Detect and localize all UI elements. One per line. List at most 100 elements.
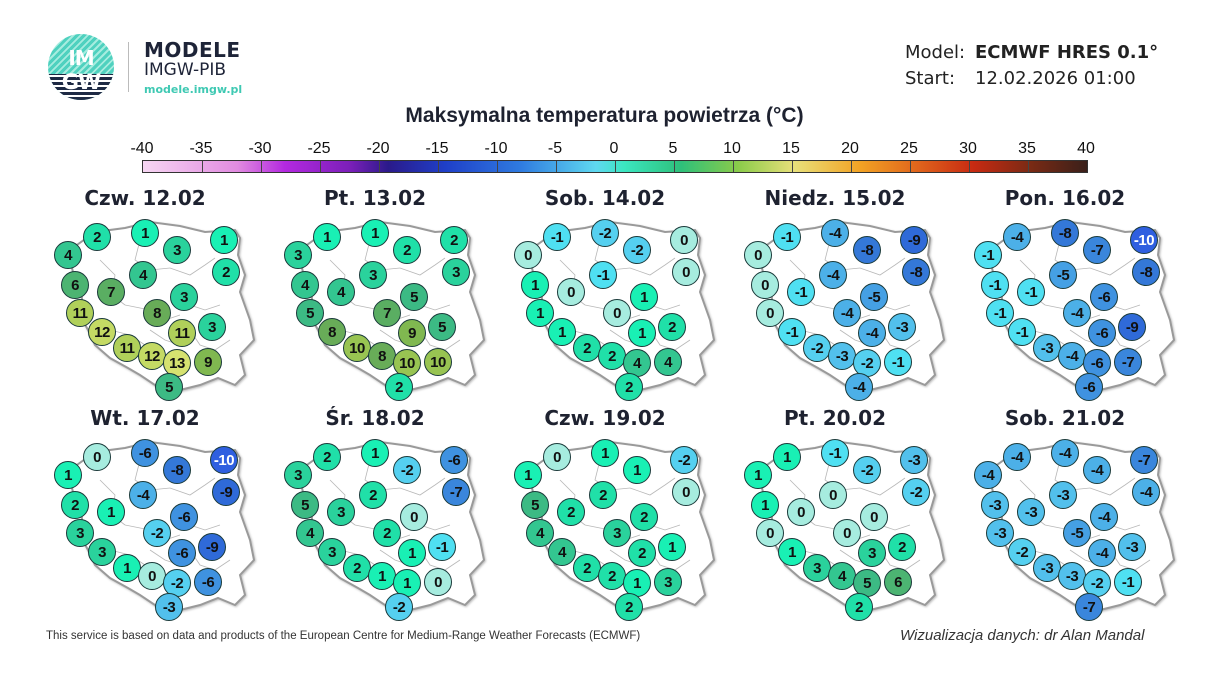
colorbar-tick-label: 30 (959, 140, 977, 157)
station-temperature: 2 (440, 226, 468, 254)
station-temperature: -4 (974, 461, 1002, 489)
station-temperature: 4 (327, 278, 355, 306)
station-temperature: -8 (1132, 258, 1160, 286)
station-temperature: -1 (974, 241, 1002, 269)
station-temperature: 3 (654, 568, 682, 596)
station-temperature: 3 (170, 283, 198, 311)
station-temperature: -7 (1075, 593, 1103, 621)
colorbar-tick-label: 5 (668, 140, 678, 157)
station-temperature: 3 (442, 258, 470, 286)
start-label: Start: (905, 68, 956, 89)
station-temperature: -5 (1063, 519, 1091, 547)
station-temperature: 0 (424, 568, 452, 596)
station-temperature: -3 (986, 519, 1014, 547)
colorbar-tick (438, 161, 439, 172)
station-temperature: 3 (858, 539, 886, 567)
station-temperature: 2 (630, 503, 658, 531)
logo-text-top: IM (68, 46, 94, 70)
station-temperature: -9 (212, 478, 240, 506)
station-temperature: 2 (212, 258, 240, 286)
colorbar-tick-label: -5 (547, 140, 563, 157)
station-temperature: -2 (623, 236, 651, 264)
station-temperature: 1 (630, 283, 658, 311)
station-temperature: 1 (773, 443, 801, 471)
model-value: ECMWF HRES 0.1° (975, 42, 1159, 63)
station-temperature: 0 (751, 271, 779, 299)
station-temperature: 2 (598, 562, 626, 590)
station-temperature: 4 (291, 271, 319, 299)
model-label: Model: (905, 42, 966, 63)
station-temperature: 3 (603, 519, 631, 547)
station-temperature: -1 (981, 271, 1009, 299)
station-temperature: 4 (828, 562, 856, 590)
station-temperature: 3 (198, 313, 226, 341)
station-temperature: 0 (400, 503, 428, 531)
station-temperature: 1 (361, 219, 389, 247)
station-temperature: -1 (1114, 568, 1142, 596)
station-temperature: 9 (194, 348, 222, 376)
logo-text-bottom: GW (61, 70, 101, 94)
station-temperature: -1 (773, 223, 801, 251)
station-temperature: 0 (83, 443, 111, 471)
station-temperature: 3 (284, 461, 312, 489)
station-temperature: -7 (442, 478, 470, 506)
station-temperature: 0 (833, 519, 861, 547)
station-temperature: 3 (66, 519, 94, 547)
station-temperature: -4 (1088, 539, 1116, 567)
station-temperature: -1 (428, 533, 456, 561)
station-temperature: -8 (163, 456, 191, 484)
station-temperature: -2 (393, 456, 421, 484)
station-temperature: 5 (853, 569, 881, 597)
station-temperature: -4 (858, 319, 886, 347)
forecast-day-panel: Czw. 19.02 1 0 1 1 -2 0 5 2 2 2 4 3 4 2 1 2 2 1 3 2 (500, 400, 730, 621)
colorbar-tick-label: 15 (782, 140, 800, 157)
station-temperature: 0 (543, 443, 571, 471)
forecast-day-panel: Sob. 21.02 -4 -4 -4 -4 -7 -4 -3 -3 -3 -4 -3 -5 -2 -4 -3… (960, 400, 1190, 621)
station-temperature: 2 (373, 519, 401, 547)
station-temperature: -6 (1075, 373, 1103, 401)
station-temperature: -6 (168, 539, 196, 567)
station-temperature: -6 (1083, 349, 1111, 377)
station-temperature: 2 (598, 342, 626, 370)
colorbar-tick (615, 161, 616, 172)
station-temperature: -2 (1083, 569, 1111, 597)
station-temperature: 2 (589, 481, 617, 509)
station-temperature: 10 (424, 348, 452, 376)
day-label: Pt. 20.02 (783, 406, 887, 430)
station-temperature: -4 (1132, 478, 1160, 506)
colorbar-tick (792, 161, 793, 172)
station-temperature: 1 (628, 319, 656, 347)
station-temperature: -2 (853, 456, 881, 484)
station-temperature: 12 (88, 318, 116, 346)
station-temperature: 0 (557, 278, 585, 306)
station-temperature: -1 (778, 318, 806, 346)
station-temperature: -4 (845, 373, 873, 401)
station-temperature: 2 (845, 593, 873, 621)
station-temperature: -2 (902, 478, 930, 506)
station-temperature: 0 (670, 226, 698, 254)
forecast-day-panel: Pt. 20.02 1 1 -1 -2 -3 -2 1 0 0 0 0 0 1 3 2 3 4 5 6 2 (730, 400, 960, 621)
colorbar-tick (556, 161, 557, 172)
station-temperature: 1 (514, 461, 542, 489)
colorbar-tick (910, 161, 911, 172)
ecmwf-attribution: This service is based on data and produc… (46, 630, 641, 642)
station-temperature: 7 (97, 278, 125, 306)
station-temperature: -6 (131, 439, 159, 467)
station-temperature: 2 (393, 236, 421, 264)
imgw-logo: IM GW (48, 34, 114, 100)
station-temperature: -4 (1003, 443, 1031, 471)
station-temperature: 4 (548, 538, 576, 566)
station-temperature: -5 (1049, 261, 1077, 289)
station-temperature: 5 (400, 283, 428, 311)
brand-url[interactable]: modele.imgw.pl (144, 83, 243, 96)
station-temperature: 1 (658, 533, 686, 561)
colorbar-tick (674, 161, 675, 172)
station-temperature: 6 (61, 271, 89, 299)
station-temperature: 2 (573, 334, 601, 362)
station-temperature: 8 (368, 342, 396, 370)
station-temperature: -3 (900, 446, 928, 474)
station-temperature: -2 (803, 334, 831, 362)
station-temperature: -3 (1033, 554, 1061, 582)
station-temperature: 1 (113, 554, 141, 582)
station-temperature: 0 (787, 498, 815, 526)
